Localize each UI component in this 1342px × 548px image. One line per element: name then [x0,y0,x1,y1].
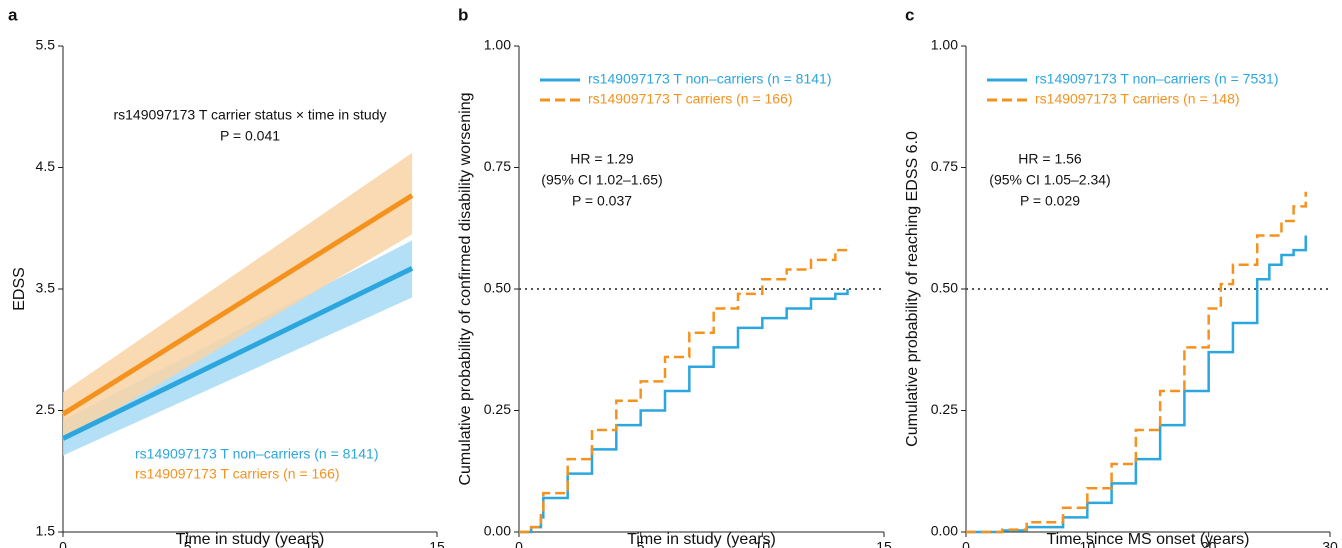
y-axis-label: EDSS [11,267,28,311]
y-tick-label: 1.5 [36,523,56,539]
annotation: (95% CI 1.05–2.34) [989,172,1110,188]
legend-entry: rs149097173 T non–carriers (n = 8141) [135,446,378,462]
y-tick-label: 0.00 [484,523,511,539]
y-tick-label: 0.75 [931,158,958,174]
y-tick-label: 1.00 [931,37,958,53]
annotation: P = 0.037 [572,193,632,209]
y-tick-label: 4.5 [36,158,56,174]
survival-curve [519,245,849,534]
x-tick-label: 10 [755,539,771,548]
x-axis-label: Time in study (years) [627,531,776,548]
annotation: P = 0.041 [220,128,280,144]
x-tick-label: 5 [184,539,192,548]
x-tick-label: 5 [637,539,645,548]
survival-curve [519,289,849,534]
trend-line [61,193,414,417]
y-tick-label: 3.5 [36,280,56,296]
legend-entry: rs149097173 T carriers (n = 166) [135,466,340,482]
survival-curve [966,191,1307,534]
y-axis-label: Cumulative probability of confirmed disa… [457,92,474,485]
x-tick-label: 0 [962,539,970,548]
x-tick-label: 20 [1201,539,1217,548]
annotation: (95% CI 1.02–1.65) [541,172,662,188]
x-tick-label: 0 [59,539,67,548]
y-axis-label: Cumulative probability of reaching EDSS … [904,131,921,447]
legend-entry: rs149097173 T non–carriers (n = 7531) [1035,71,1278,87]
annotation: HR = 1.56 [1018,151,1082,167]
x-axis-label: Time since MS onset (years) [1046,531,1249,548]
legend-entry: rs149097173 T non–carriers (n = 8141) [588,71,831,87]
x-tick-label: 15 [429,539,445,548]
y-tick-label: 0.25 [484,401,511,417]
y-tick-label: 5.5 [36,37,56,53]
y-tick-label: 0.50 [484,280,511,296]
x-tick-label: 10 [305,539,321,548]
legend-entry: rs149097173 T carriers (n = 148) [1035,91,1240,107]
x-tick-label: 0 [515,539,523,548]
y-tick-label: 1.00 [484,37,511,53]
panel-label: b [458,5,468,24]
legend-entry: rs149097173 T carriers (n = 166) [588,91,793,107]
y-tick-label: 2.5 [36,401,56,417]
y-tick-label: 0.75 [484,158,511,174]
x-tick-label: 15 [876,539,892,548]
x-tick-label: 30 [1322,539,1338,548]
panel-label: c [905,5,914,24]
survival-curve [966,235,1307,534]
annotation: rs149097173 T carrier status × time in s… [113,107,386,123]
annotation: HR = 1.29 [570,151,634,167]
panel-label: a [8,5,18,24]
confidence-band [63,152,413,441]
annotation: P = 0.029 [1020,193,1080,209]
y-tick-label: 0.00 [931,523,958,539]
trend-line [61,266,414,441]
y-tick-label: 0.25 [931,401,958,417]
y-tick-label: 0.50 [931,280,958,296]
x-tick-label: 10 [1080,539,1096,548]
x-axis-label: Time in study (years) [176,531,325,548]
confidence-band [63,240,413,456]
